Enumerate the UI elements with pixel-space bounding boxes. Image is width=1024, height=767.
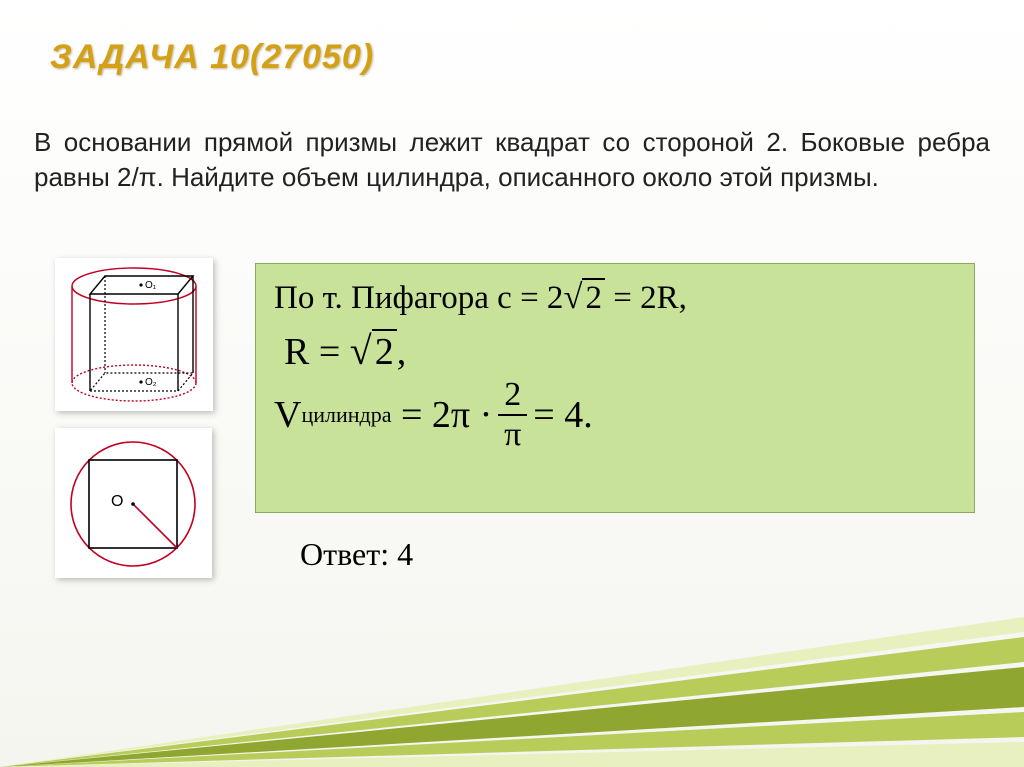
answer-line: Ответ: 4	[300, 536, 413, 573]
diagram-prism-cylinder: O₁ O₂	[55, 258, 213, 411]
diagram-square-circle: O	[55, 428, 212, 578]
problem-statement: В основании прямой призмы лежит квадрат …	[34, 125, 990, 195]
decorative-stripes	[0, 617, 1024, 767]
prism-label-o2: O₂	[145, 377, 157, 388]
solution-box: По т. Пифагора c = 22 = 2R, R = 2, Vцили…	[255, 263, 975, 513]
circle-center-label: O	[111, 493, 123, 510]
solution-line-1: По т. Пифагора c = 22 = 2R,	[274, 278, 956, 317]
solution-line-3: Vцилиндра = 2π · 2 π = 4.	[274, 378, 956, 452]
prism-label-o1: O₁	[145, 280, 157, 291]
solution-line-2: R = 2,	[274, 327, 956, 374]
slide-title: ЗАДАЧА 10(27050)	[50, 38, 374, 77]
